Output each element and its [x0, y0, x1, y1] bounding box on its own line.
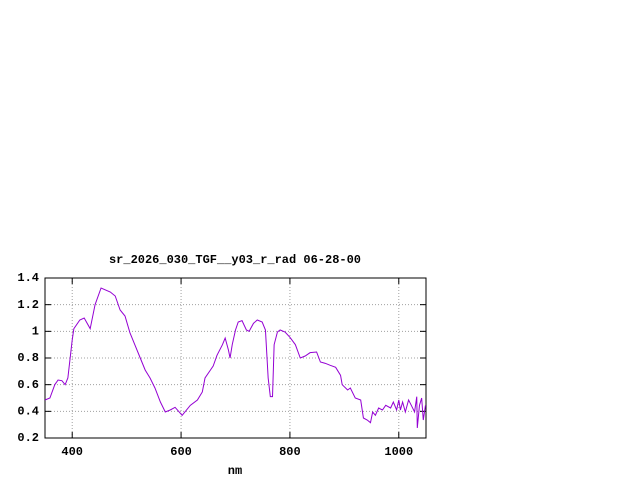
y-tick-label: 0.8 [17, 351, 39, 365]
y-tick-label: 1.2 [17, 298, 39, 312]
chart-title: sr_2026_030_TGF__y03_r_rad 06-28-00 [109, 253, 361, 267]
x-axis-label: nm [228, 464, 242, 478]
x-tick-label: 800 [279, 445, 301, 459]
y-tick-label: 0.4 [17, 405, 39, 419]
x-tick-label: 400 [61, 445, 83, 459]
data-line [44, 287, 426, 429]
y-tick-label: 0.2 [17, 431, 39, 445]
plot-frame [44, 277, 427, 439]
x-tick-label: 1000 [384, 445, 413, 459]
x-tick-label: 600 [170, 445, 192, 459]
y-tick-label: 1.4 [17, 271, 39, 285]
y-tick-label: 1 [32, 325, 39, 339]
y-tick-label: 0.6 [17, 378, 39, 392]
